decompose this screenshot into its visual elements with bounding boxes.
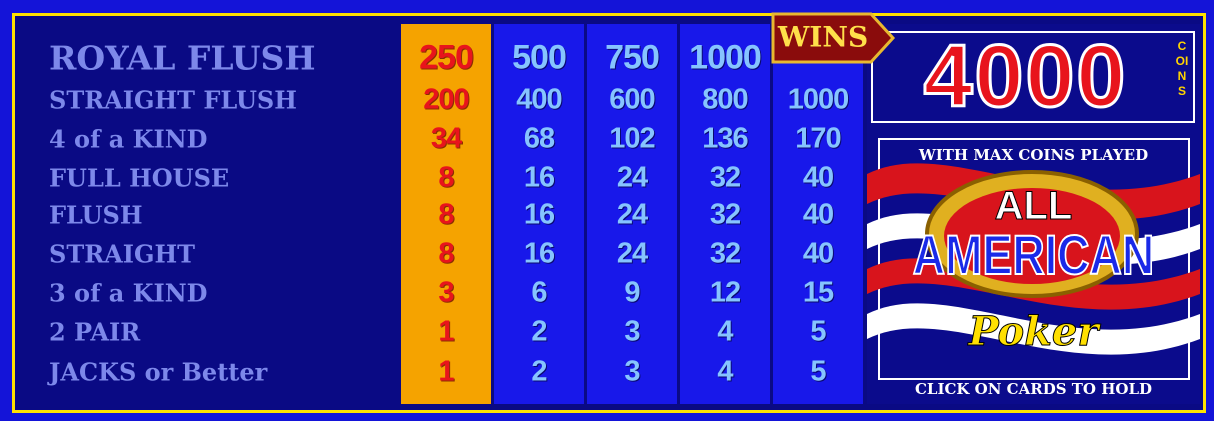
payout: 4 xyxy=(680,316,770,349)
hand-name: 3 of a KIND xyxy=(49,279,207,308)
payout: 24 xyxy=(587,162,677,195)
payout: 40 xyxy=(773,162,863,195)
payout: 8 xyxy=(401,199,491,232)
logo-american: AMERICAN xyxy=(900,222,1166,287)
payout: 1 xyxy=(401,316,491,349)
payout: 170 xyxy=(773,123,863,156)
payout: 32 xyxy=(680,238,770,271)
payout: 5 xyxy=(773,356,863,389)
payout: 4 xyxy=(680,356,770,389)
payout: 8 xyxy=(401,162,491,195)
hand-name: STRAIGHT FLUSH xyxy=(49,86,297,115)
payout: 1 xyxy=(401,356,491,389)
payout: 5 xyxy=(773,316,863,349)
hand-name: FULL HOUSE xyxy=(49,164,229,193)
hand-name: JACKS or Better xyxy=(49,358,267,387)
payout: 1000 xyxy=(773,84,863,117)
payout: 3 xyxy=(587,356,677,389)
payout: 32 xyxy=(680,199,770,232)
logo-poker: Poker xyxy=(867,308,1200,355)
hand-name: 2 PAIR xyxy=(49,318,140,347)
payout: 24 xyxy=(587,199,677,232)
win-amount: 4000 xyxy=(883,25,1168,127)
win-unit: COINS xyxy=(1175,39,1189,99)
payout: 250 xyxy=(401,39,491,78)
payout: 2 xyxy=(494,356,584,389)
payout: 400 xyxy=(494,84,584,117)
wins-badge: WINS xyxy=(771,12,896,66)
hand-name: FLUSH xyxy=(49,201,143,230)
payout: 40 xyxy=(773,238,863,271)
payout: 750 xyxy=(587,39,677,78)
payout: 102 xyxy=(587,123,677,156)
wins-label: WINS xyxy=(777,21,868,54)
payout: 200 xyxy=(401,84,491,117)
hand-name: 4 of a KIND xyxy=(49,125,207,154)
payout: 136 xyxy=(680,123,770,156)
payout: 6 xyxy=(494,277,584,310)
payout: 1000 xyxy=(680,39,770,78)
payout: 3 xyxy=(587,316,677,349)
payout: 3 xyxy=(401,277,491,310)
caption: WITH MAX COINS PLAYED xyxy=(867,146,1200,164)
payout: 500 xyxy=(494,39,584,78)
payout: 800 xyxy=(680,84,770,117)
payout: 16 xyxy=(494,238,584,271)
payout: 9 xyxy=(587,277,677,310)
payout: 600 xyxy=(587,84,677,117)
payout: 8 xyxy=(401,238,491,271)
wins-panel: 4000 COINS WITH MAX COINS PLAYED ALL AME… xyxy=(867,24,1200,404)
hand-name: STRAIGHT xyxy=(49,240,195,269)
payout: 16 xyxy=(494,162,584,195)
payout: 12 xyxy=(680,277,770,310)
payout: 32 xyxy=(680,162,770,195)
hold-hint: CLICK ON CARDS TO HOLD xyxy=(867,380,1200,398)
hand-name: ROYAL FLUSH xyxy=(49,39,316,78)
game-screen: ROYAL FLUSH2505007501000STRAIGHT FLUSH20… xyxy=(0,0,1214,421)
coin-box: 4000 COINS xyxy=(871,31,1195,123)
payout: 68 xyxy=(494,123,584,156)
payout: 24 xyxy=(587,238,677,271)
payout: 15 xyxy=(773,277,863,310)
payout: 2 xyxy=(494,316,584,349)
payout: 16 xyxy=(494,199,584,232)
payout: 34 xyxy=(401,123,491,156)
payout: 40 xyxy=(773,199,863,232)
